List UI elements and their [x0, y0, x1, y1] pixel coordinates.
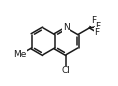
Text: F: F — [94, 28, 99, 37]
Text: F: F — [95, 22, 100, 31]
Text: Me: Me — [13, 50, 27, 59]
Text: Cl: Cl — [62, 66, 71, 75]
Text: F: F — [91, 16, 96, 25]
Text: N: N — [63, 23, 70, 32]
